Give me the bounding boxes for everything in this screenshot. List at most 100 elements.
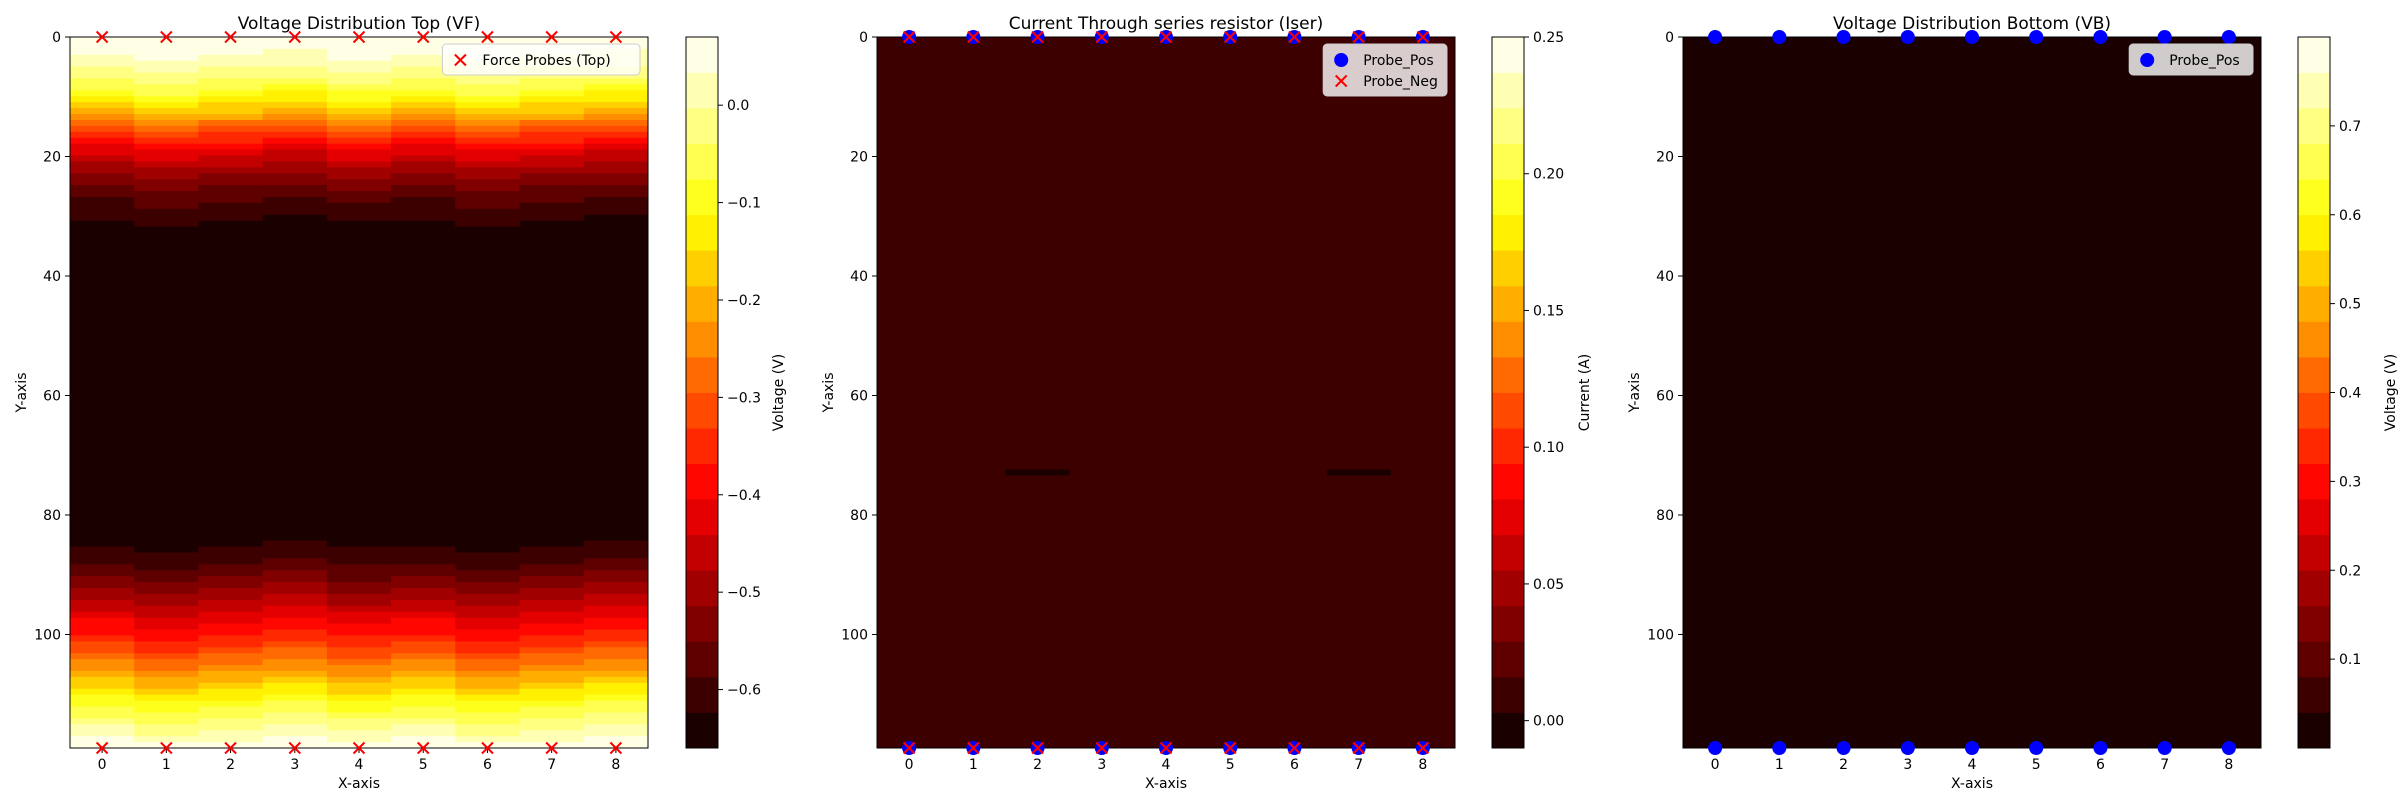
heatmap-cell — [1875, 457, 1941, 465]
heatmap-cell — [2068, 481, 2134, 488]
heatmap-cell — [583, 516, 649, 524]
heatmap-cell — [198, 558, 264, 565]
heatmap-cell — [2068, 564, 2134, 571]
heatmap-cell — [519, 380, 585, 388]
heatmap-cell — [1939, 78, 2005, 85]
heatmap-cell — [391, 48, 456, 56]
colorbar-frame — [1491, 36, 1525, 749]
heatmap-cell — [198, 635, 264, 642]
heatmap-cell — [2004, 327, 2069, 334]
heatmap-cell — [877, 593, 942, 601]
heatmap-cell — [1198, 404, 1263, 411]
heatmap-cell — [2068, 570, 2134, 577]
heatmap-cell — [455, 250, 521, 257]
heatmap-cell — [326, 303, 392, 311]
heatmap-cell — [583, 214, 649, 222]
heatmap-cell — [1133, 339, 1199, 346]
heatmap-cell — [1133, 635, 1199, 642]
heatmap-cell — [1747, 339, 1812, 346]
heatmap-cell — [2132, 72, 2198, 79]
heatmap-cell — [1939, 570, 2005, 577]
heatmap-cell — [2068, 694, 2134, 702]
heatmap-cell — [2196, 665, 2262, 672]
heatmap-cell — [198, 125, 264, 133]
heatmap-cell — [391, 279, 456, 287]
heatmap-cell — [326, 196, 392, 204]
heatmap-cell — [1747, 623, 1812, 630]
heatmap-cell — [70, 724, 135, 731]
heatmap-cell — [1069, 380, 1135, 388]
heatmap-cell — [1390, 588, 1456, 595]
heatmap-cell — [262, 48, 328, 56]
heatmap-cell — [134, 131, 199, 139]
heatmap-cell — [1198, 102, 1263, 109]
heatmap-cell — [941, 285, 1006, 293]
heatmap-cell — [1747, 303, 1812, 311]
heatmap-cell — [1811, 617, 1877, 625]
colorbar-segment — [686, 641, 718, 678]
heatmap-cell — [198, 605, 264, 613]
heatmap-cell — [583, 481, 649, 488]
heatmap-cell — [70, 274, 135, 281]
heatmap-cell — [455, 297, 521, 305]
y-axis-label: Y-axis — [14, 373, 30, 414]
heatmap-cell — [262, 232, 328, 239]
heatmap-cell — [1069, 522, 1135, 530]
probe-point-probe-pos — [1965, 30, 1979, 44]
heatmap-cell — [70, 226, 135, 234]
y-tick-label: 80 — [43, 508, 61, 524]
heatmap-cell — [262, 422, 328, 429]
heatmap-cell — [583, 694, 649, 702]
heatmap-cell — [2004, 297, 2069, 305]
heatmap-cell — [262, 155, 328, 162]
heatmap-cell — [1326, 297, 1392, 305]
heatmap-cell — [1069, 351, 1135, 358]
heatmap-cell — [877, 279, 942, 287]
heatmap-cell — [1390, 256, 1456, 263]
heatmap-cell — [583, 404, 649, 411]
heatmap-cell — [519, 481, 585, 488]
heatmap-cell — [583, 380, 649, 388]
heatmap-cell — [1683, 552, 1748, 559]
heatmap-cell — [1683, 137, 1748, 145]
heatmap-cell — [1390, 250, 1456, 257]
heatmap-cell — [2068, 339, 2134, 346]
heatmap-cell — [877, 185, 942, 192]
heatmap-cell — [2196, 712, 2262, 719]
heatmap-cell — [519, 232, 585, 239]
heatmap-cell — [583, 78, 649, 85]
probe-markers — [902, 30, 1430, 755]
heatmap-cell — [1747, 576, 1812, 583]
heatmap-cell — [1390, 712, 1456, 719]
heatmap-cell — [1683, 398, 1748, 405]
heatmap-cell — [2132, 433, 2198, 441]
heatmap-cell — [1198, 179, 1263, 186]
heatmap-cell — [455, 274, 521, 281]
heatmap-cell — [1326, 202, 1392, 210]
heatmap-cell — [1747, 511, 1812, 518]
heatmap-cell — [134, 108, 199, 115]
heatmap-cell — [2196, 528, 2262, 536]
heatmap-cell — [1875, 191, 1941, 198]
heatmap-cell — [134, 475, 199, 482]
legend: Probe_Pos — [2128, 43, 2254, 76]
heatmap-cell — [1069, 202, 1135, 210]
heatmap-cell — [583, 368, 649, 376]
heatmap-cell — [1198, 688, 1263, 696]
heatmap-cell — [198, 647, 264, 654]
heatmap-cell — [519, 291, 585, 299]
heatmap-cell — [1198, 647, 1263, 654]
heatmap-cell — [1133, 410, 1199, 417]
heatmap-cell — [1939, 131, 2005, 139]
heatmap-cell — [1683, 410, 1748, 417]
heatmap-cell — [1939, 279, 2005, 287]
heatmap-cell — [1747, 540, 1812, 548]
heatmap-cell — [198, 297, 264, 305]
heatmap-cell — [1005, 161, 1071, 168]
heatmap-cell — [455, 522, 521, 530]
heatmap-cell — [1326, 167, 1392, 174]
heatmap-cell — [1133, 724, 1199, 731]
heatmap-cell — [391, 315, 456, 322]
chart-title: Voltage Distribution Top (VF) — [238, 14, 481, 34]
